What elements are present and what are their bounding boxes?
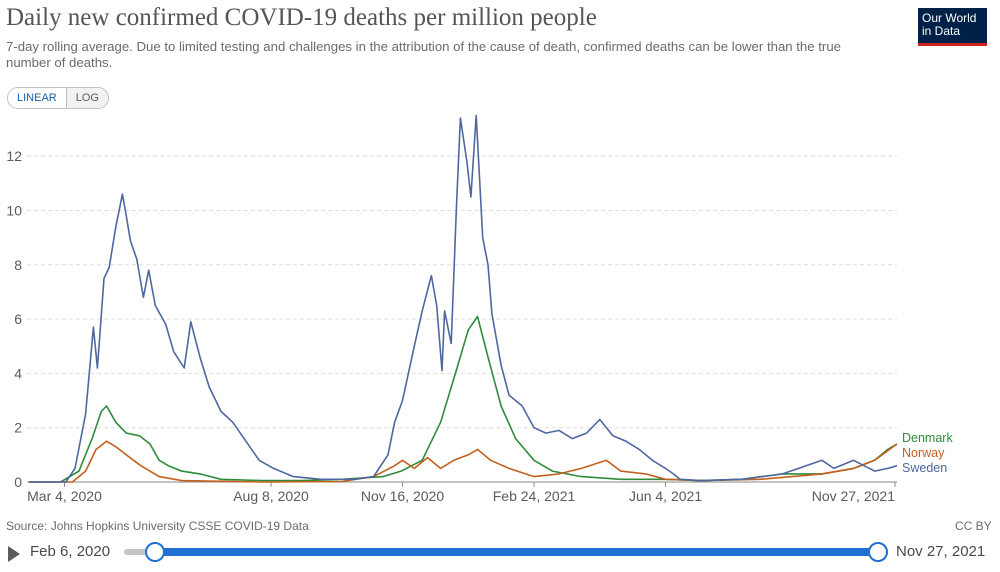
chart-subtitle: 7-day rolling average. Due to limited te…: [6, 39, 841, 70]
linear-scale-button[interactable]: LINEAR: [8, 88, 67, 108]
y-tick-label-2: 2: [14, 420, 22, 436]
y-tick-label-10: 10: [6, 202, 22, 218]
series-label-sweden: Sweden: [902, 461, 947, 475]
x-tick-label-4: Jun 4, 2021: [629, 488, 702, 504]
x-tick-label-2: Nov 16, 2020: [361, 488, 444, 504]
log-scale-button[interactable]: LOG: [66, 88, 108, 108]
timeline-end-handle[interactable]: [868, 542, 888, 562]
series-line-norway: [29, 440, 898, 483]
series-label-norway: Norway: [902, 446, 945, 460]
y-tick-label-8: 8: [14, 257, 22, 273]
logo-line-2: in Data: [922, 24, 961, 38]
timeline: Feb 6, 2020 Nov 27, 2021: [0, 538, 1000, 572]
y-tick-label-12: 12: [6, 148, 22, 164]
logo-line-1: Our World: [922, 11, 977, 25]
series-label-denmark: Denmark: [902, 431, 953, 445]
chart-title: Daily new confirmed COVID-19 deaths per …: [6, 4, 597, 31]
x-tick-label-1: Aug 8, 2020: [233, 488, 309, 504]
timeline-start-handle[interactable]: [145, 542, 165, 562]
license-note[interactable]: CC BY: [955, 519, 992, 533]
source-note[interactable]: Source: Johns Hopkins University CSSE CO…: [6, 519, 309, 533]
owid-logo[interactable]: Our World in Data: [918, 8, 987, 46]
timeline-selected-range[interactable]: [154, 548, 878, 556]
y-tick-label-0: 0: [14, 474, 22, 490]
y-tick-label-6: 6: [14, 311, 22, 327]
timeline-track[interactable]: [124, 549, 156, 555]
play-icon[interactable]: [8, 546, 20, 562]
timeline-start-label: Feb 6, 2020: [30, 543, 111, 560]
x-tick-label-3: Feb 24, 2021: [493, 488, 576, 504]
x-tick-label-5: Nov 27, 2021: [812, 488, 895, 504]
x-tick-label-0: Mar 4, 2020: [27, 488, 102, 504]
y-tick-label-4: 4: [14, 365, 22, 381]
series-line-sweden: [29, 114, 898, 483]
scale-toggle: LINEAR LOG: [7, 87, 109, 109]
timeline-end-label: Nov 27, 2021: [896, 543, 986, 560]
